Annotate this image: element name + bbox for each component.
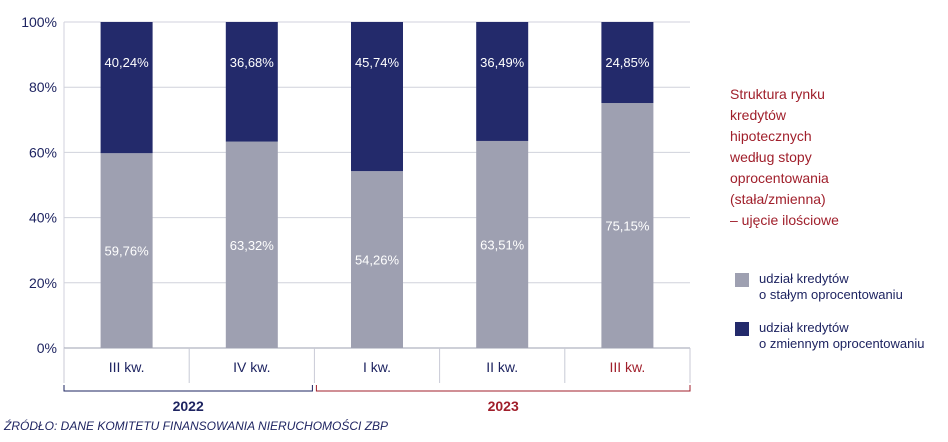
year-label: 2023 bbox=[488, 398, 519, 414]
bars bbox=[100, 22, 654, 348]
data-label-variable: 36,68% bbox=[230, 55, 275, 70]
year-bracket bbox=[63, 385, 313, 392]
chart-title-line: (stała/zmienna) bbox=[730, 191, 826, 207]
chart-title-line: kredytów bbox=[730, 107, 787, 123]
y-tick-label: 60% bbox=[29, 144, 57, 160]
x-tick-label: II kw. bbox=[486, 359, 518, 375]
chart-title-line: hipotecznych bbox=[730, 128, 812, 144]
legend-swatch-fixed bbox=[735, 273, 749, 287]
data-label-fixed: 59,76% bbox=[105, 244, 150, 259]
bar-segment-variable bbox=[351, 22, 403, 172]
chart-title: Struktura rynku kredytów hipotecznych we… bbox=[730, 84, 940, 231]
data-label-variable: 24,85% bbox=[605, 55, 650, 70]
data-labels: 59,76% 40,24% 63,32% 36,68% 54,26% 45,74% 63,5… bbox=[105, 55, 650, 268]
data-label-fixed: 75,15% bbox=[605, 219, 650, 234]
bar-segment-variable bbox=[100, 22, 153, 154]
bar-segment-fixed bbox=[100, 153, 153, 348]
data-label-fixed: 63,51% bbox=[480, 237, 525, 252]
x-tick-label: III kw. bbox=[109, 359, 145, 375]
data-label-variable: 36,49% bbox=[480, 55, 525, 70]
x-axis: III kw. IV kw. I kw. II kw. III kw. 2022 2023 bbox=[63, 348, 691, 414]
source-note: ŹRÓDŁO: DANE KOMITETU FINANSOWANIA NIERU… bbox=[4, 419, 389, 433]
y-tick-label: 0% bbox=[37, 340, 57, 356]
legend-label-fixed: udział kredytów o stałym oprocentowaniu bbox=[759, 271, 903, 302]
data-label-fixed: 63,32% bbox=[230, 238, 275, 253]
chart-title-line: – ujęcie ilościowe bbox=[730, 212, 839, 228]
data-label-variable: 40,24% bbox=[105, 55, 150, 70]
bar-segment-variable bbox=[601, 22, 654, 104]
bar-segment-variable bbox=[476, 22, 529, 141]
x-tick-label: IV kw. bbox=[233, 359, 270, 375]
bar-segment-fixed bbox=[476, 140, 529, 348]
x-tick-label: I kw. bbox=[363, 359, 391, 375]
bar-segment-variable bbox=[225, 22, 278, 142]
y-tick-label: 20% bbox=[29, 275, 57, 291]
chart-title-line: Struktura rynku bbox=[730, 86, 825, 102]
y-tick-label: 100% bbox=[21, 14, 57, 30]
x-tick-label: III kw. bbox=[610, 359, 646, 375]
legend-swatch-variable bbox=[735, 322, 749, 336]
data-label-variable: 45,74% bbox=[355, 55, 400, 70]
bar-segment-fixed bbox=[351, 171, 403, 348]
y-axis: 0% 20% 40% 60% 80% 100% bbox=[21, 14, 57, 356]
data-label-fixed: 54,26% bbox=[355, 253, 400, 268]
bar-segment-fixed bbox=[225, 141, 278, 348]
bar-segment-fixed bbox=[601, 103, 654, 348]
y-tick-label: 40% bbox=[29, 210, 57, 226]
chart-title-line: oprocentowania bbox=[730, 170, 829, 186]
year-label: 2022 bbox=[173, 398, 204, 414]
year-bracket bbox=[315, 385, 691, 392]
y-tick-label: 80% bbox=[29, 79, 57, 95]
chart-title-line: według stopy bbox=[730, 149, 812, 165]
legend-label-variable: udział kredytów o zmiennym oprocentowani… bbox=[759, 320, 925, 351]
